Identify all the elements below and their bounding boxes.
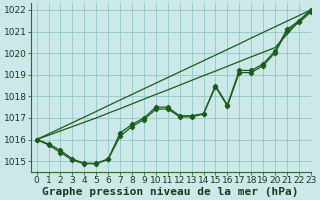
X-axis label: Graphe pression niveau de la mer (hPa): Graphe pression niveau de la mer (hPa)	[43, 186, 299, 197]
